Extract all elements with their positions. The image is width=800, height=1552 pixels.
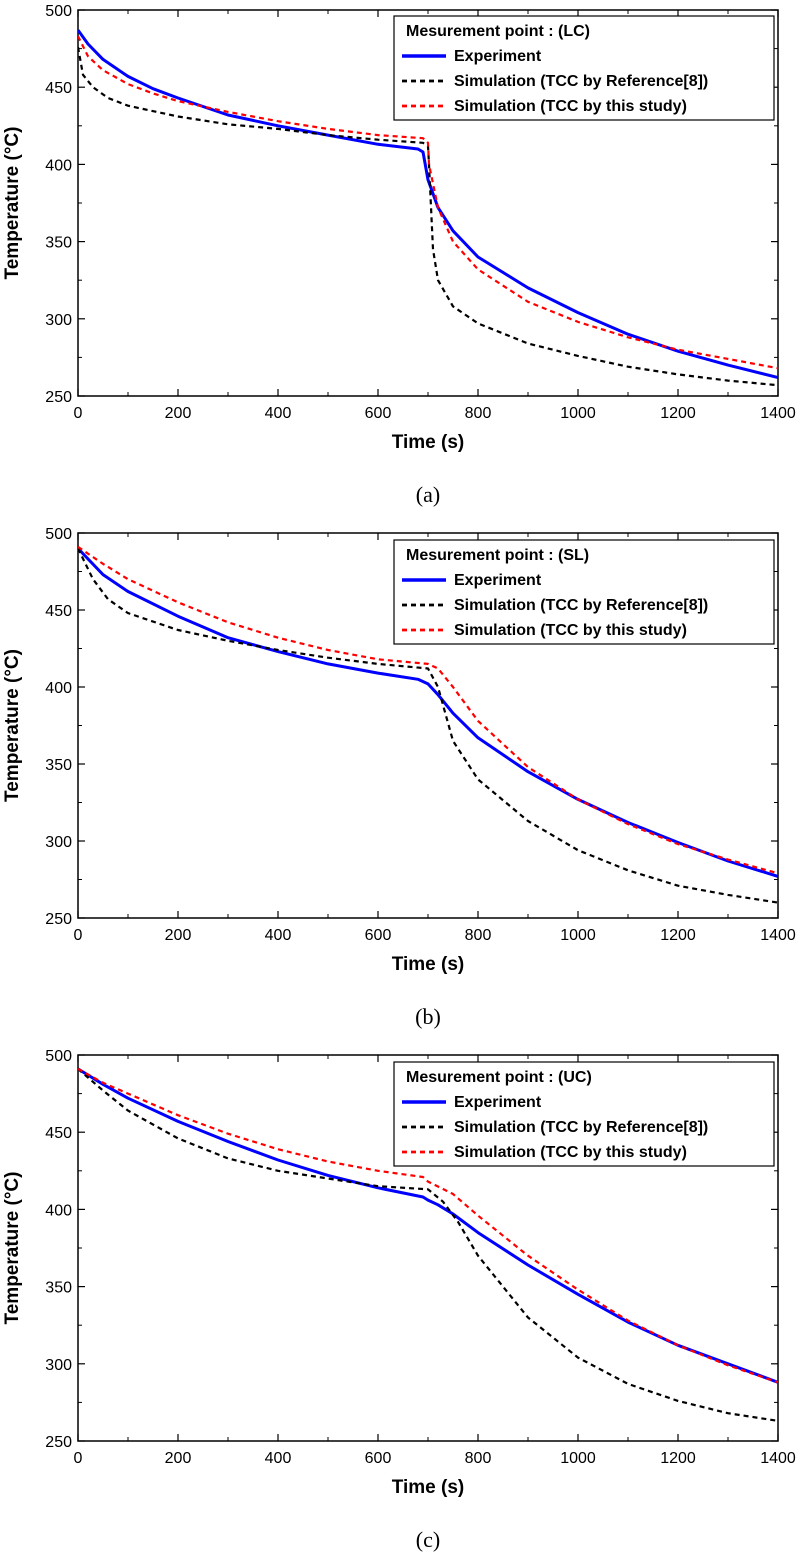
series-line-2 <box>78 1067 778 1384</box>
y-tick-label: 350 <box>45 757 72 774</box>
y-tick-label: 450 <box>45 1125 72 1142</box>
legend-title: Mesurement point : (UC) <box>406 1069 592 1086</box>
y-tick-label: 350 <box>45 235 72 252</box>
x-tick-label: 400 <box>265 1450 292 1467</box>
x-tick-label: 1200 <box>660 1450 696 1467</box>
x-tick-label: 800 <box>465 405 492 422</box>
x-tick-label: 800 <box>465 927 492 944</box>
x-tick-label: 0 <box>74 405 83 422</box>
y-tick-label: 250 <box>45 1434 72 1451</box>
x-tick-label: 1000 <box>560 405 596 422</box>
chart-panel-1: 0 200 400 600 800 1000 1200 1400 250 300 350 400 450… <box>2 526 796 1029</box>
panel-caption: (b) <box>415 1004 441 1029</box>
y-tick-label: 250 <box>45 389 72 406</box>
panel-caption: (a) <box>416 482 440 507</box>
legend-box <box>393 1061 775 1167</box>
legend-label-2: Simulation (TCC by this study) <box>454 622 687 639</box>
y-tick-label: 300 <box>45 312 72 329</box>
series-line-1 <box>78 1068 778 1422</box>
x-tick-label: 600 <box>365 927 392 944</box>
series-line-0 <box>78 29 778 379</box>
x-tick-label: 1200 <box>660 927 696 944</box>
x-tick-label: 600 <box>365 405 392 422</box>
x-tick-label: 1000 <box>560 927 596 944</box>
x-tick-label: 1200 <box>660 405 696 422</box>
x-tick-label: 0 <box>74 927 83 944</box>
legend-label-0: Experiment <box>454 1094 542 1111</box>
legend-box <box>393 539 775 645</box>
y-tick-label: 350 <box>45 1280 72 1297</box>
y-tick-label: 300 <box>45 1357 72 1374</box>
y-tick-label: 500 <box>45 526 72 543</box>
legend-title: Mesurement point : (LC) <box>406 23 590 40</box>
x-tick-label: 400 <box>265 405 292 422</box>
y-tick-label: 500 <box>45 3 72 20</box>
x-tick-label: 1000 <box>560 1450 596 1467</box>
x-tick-label: 800 <box>465 1450 492 1467</box>
y-axis-title: Temperature (°C) <box>2 127 23 280</box>
y-tick-label: 500 <box>45 1048 72 1065</box>
x-tick-label: 400 <box>265 927 292 944</box>
y-tick-label: 450 <box>45 80 72 97</box>
chart-panel-0: 0 200 400 600 800 1000 1200 1400 250 300 350 400 450… <box>2 3 796 507</box>
series-line-2 <box>78 35 778 370</box>
x-tick-label: 600 <box>365 1450 392 1467</box>
legend-label-0: Experiment <box>454 48 542 65</box>
y-tick-label: 250 <box>45 911 72 928</box>
x-tick-label: 0 <box>74 1450 83 1467</box>
legend-label-2: Simulation (TCC by this study) <box>454 98 687 115</box>
chart-panel-2: 0 200 400 600 800 1000 1200 1400 250 300 350 400 450… <box>2 1048 796 1552</box>
y-tick-label: 450 <box>45 603 72 620</box>
x-tick-label: 1400 <box>760 927 796 944</box>
y-axis-title: Temperature (°C) <box>2 1172 23 1325</box>
series-line-1 <box>78 547 778 904</box>
legend-label-1: Simulation (TCC by Reference[8]) <box>454 597 708 614</box>
x-axis-title: Time (s) <box>392 1477 465 1498</box>
legend-label-1: Simulation (TCC by Reference[8]) <box>454 73 708 90</box>
y-tick-label: 400 <box>45 1202 72 1219</box>
x-axis-title: Time (s) <box>392 432 465 453</box>
y-tick-label: 400 <box>45 680 72 697</box>
x-tick-label: 1400 <box>760 405 796 422</box>
series-line-0 <box>78 547 778 878</box>
legend-title: Mesurement point : (SL) <box>406 547 589 564</box>
legend-label-1: Simulation (TCC by Reference[8]) <box>454 1119 708 1136</box>
x-tick-label: 1400 <box>760 1450 796 1467</box>
series-line-2 <box>78 545 778 875</box>
y-axis-title: Temperature (°C) <box>2 649 23 802</box>
legend-label-0: Experiment <box>454 572 542 589</box>
x-tick-label: 200 <box>165 405 192 422</box>
x-axis-title: Time (s) <box>392 954 465 975</box>
series-line-0 <box>78 1067 778 1384</box>
panel-caption: (c) <box>416 1527 440 1552</box>
y-tick-label: 300 <box>45 834 72 851</box>
legend-box <box>393 15 775 121</box>
y-tick-label: 400 <box>45 157 72 174</box>
legend-label-2: Simulation (TCC by this study) <box>454 1144 687 1161</box>
x-tick-label: 200 <box>165 1450 192 1467</box>
x-tick-label: 200 <box>165 927 192 944</box>
